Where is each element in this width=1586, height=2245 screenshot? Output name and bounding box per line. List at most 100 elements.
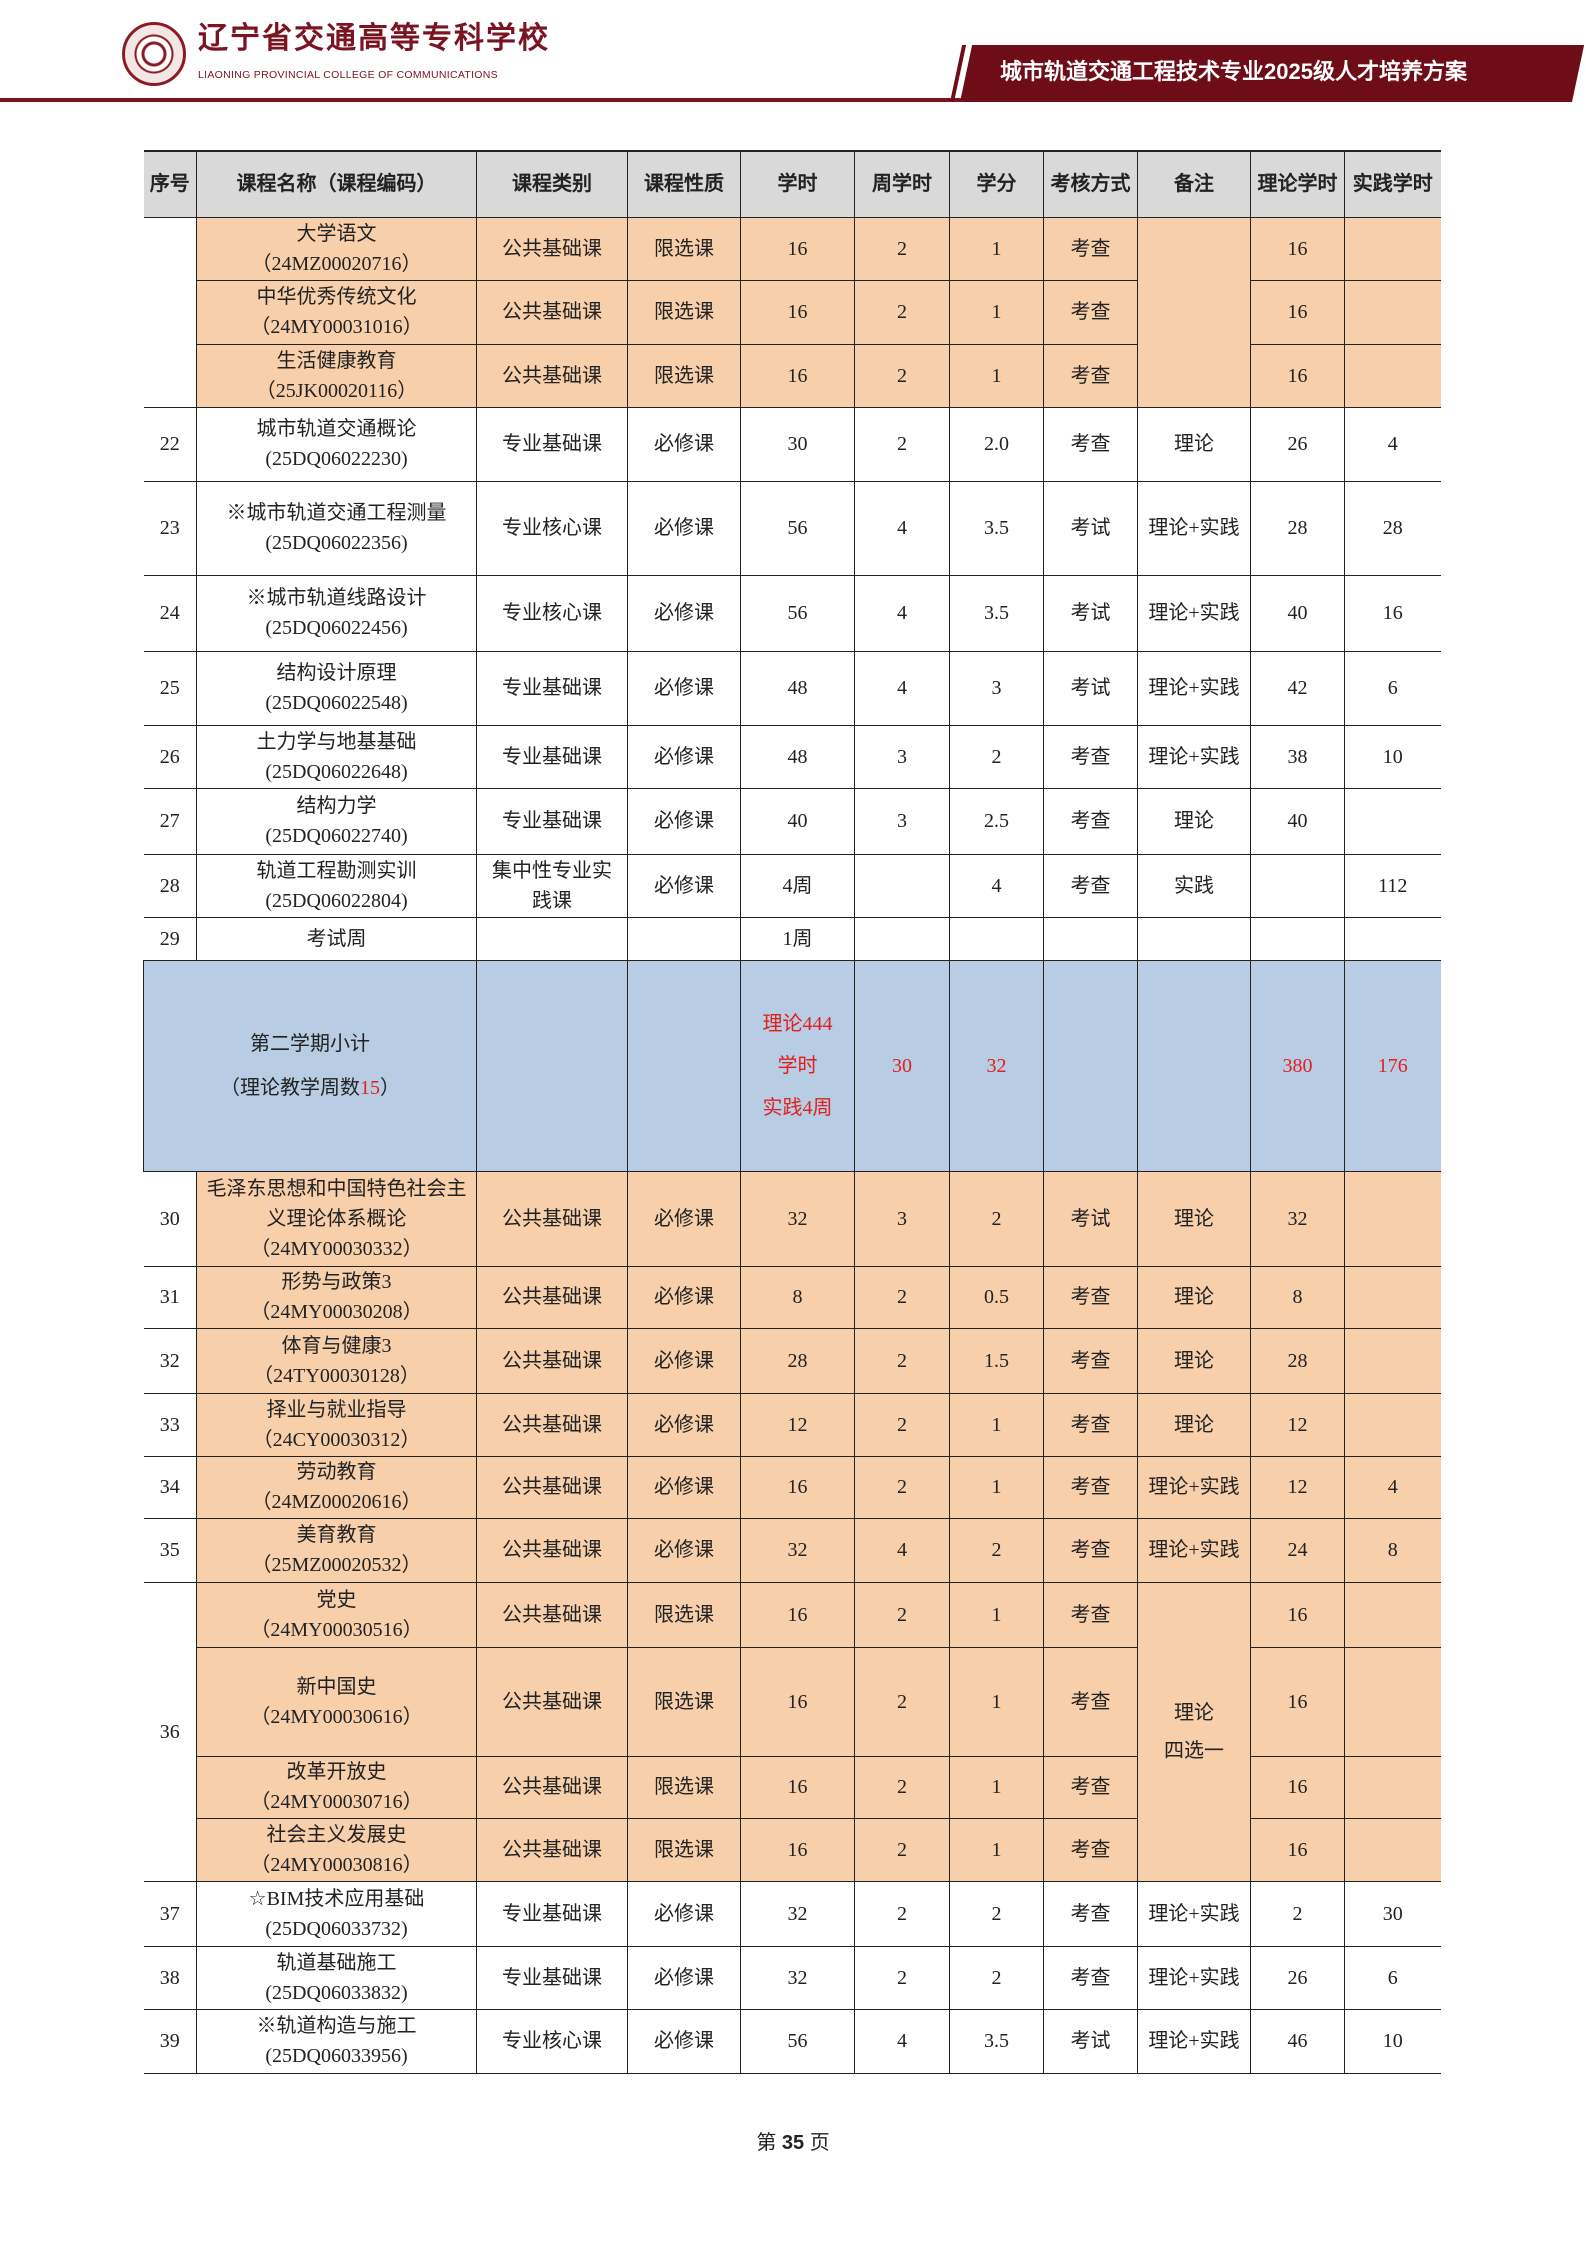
course-name-cell: ☆BIM技术应用基础 (25DQ06033732) [196, 1880, 477, 1947]
course-code: (25DQ06022804) [265, 889, 408, 912]
cell-nature: 限选课 [627, 216, 741, 281]
seq-cell: 36 [143, 1581, 197, 1882]
cell-category: 公共基础课 [476, 1517, 628, 1583]
seq-cell: 27 [143, 787, 197, 855]
cell-nature: 必修课 [627, 1517, 741, 1583]
note-cell: 理论 四选一 [1137, 1581, 1251, 1882]
cell-theory: 32 [1250, 1170, 1345, 1267]
course-name: 改革开放史 [286, 1761, 387, 1783]
note-line: 四选一 [1164, 1739, 1224, 1762]
cell-exam: 考查 [1043, 279, 1138, 345]
note-cell [1137, 216, 1251, 408]
cell-hours: 12 [740, 1392, 855, 1457]
table-row: 24 ※城市轨道线路设计 (25DQ06022456) 专业核心课 必修课 56 4 3.5 考… [143, 574, 1441, 652]
cell-credits: 1 [949, 216, 1044, 281]
course-code: (25DQ06022548) [265, 692, 408, 714]
note-cell: 理论+实践 [1137, 480, 1251, 576]
note-line: 理论 [1174, 1349, 1214, 1372]
cell-weekly: 2 [854, 406, 950, 482]
note-cell: 理论 [1137, 1392, 1251, 1457]
course-code: （24MY00030208） [250, 1301, 423, 1323]
cell-hours: 48 [740, 650, 855, 726]
cell-hours: 16 [740, 1755, 855, 1819]
table-row: 31 形势与政策3 （24MY00030208） 公共基础课 必修课 8 2 0.5 考查 理论 8 [143, 1265, 1441, 1329]
cell-weekly: 2 [854, 1755, 950, 1819]
cell-nature: 限选课 [627, 1646, 741, 1757]
cell-credits: 2 [949, 1945, 1044, 2010]
cell-weekly: 2 [854, 1455, 950, 1519]
course-code: （24MZ00020716） [251, 252, 422, 275]
cell-exam: 考查 [1043, 1327, 1138, 1394]
column-header: 考核方式 [1043, 150, 1138, 218]
cell-practice [1344, 787, 1441, 855]
course-code: (25DQ06033832) [265, 1981, 408, 2004]
cell-hours: 30 [740, 406, 855, 482]
column-header: 备注 [1137, 150, 1251, 218]
note-cell: 理论 [1137, 787, 1251, 855]
cell-theory [1250, 916, 1345, 961]
cell-nature: 必修课 [627, 650, 741, 726]
note-cell: 理论 [1137, 1327, 1251, 1394]
seq-cell: 28 [143, 853, 197, 918]
cell-practice: 4 [1344, 406, 1441, 482]
note-cell: 理论+实践 [1137, 1945, 1251, 2010]
cell-weekly: 2 [854, 216, 950, 281]
cell-theory: 40 [1250, 787, 1345, 855]
cell-credits: 2.0 [949, 406, 1044, 482]
note-line: 理论+实践 [1148, 1902, 1240, 1925]
course-code: (25DQ06022356) [265, 532, 408, 554]
cell-category: 公共基础课 [476, 1455, 628, 1519]
cell-weekly [854, 916, 950, 961]
course-name-cell: 改革开放史 （24MY00030716） [196, 1755, 477, 1819]
cell-hours: 16 [740, 1581, 855, 1648]
table-row: 32 体育与健康3 （24TY00030128） 公共基础课 必修课 28 2 1.5 考查 理论… [143, 1327, 1441, 1394]
page-value: 35 [781, 2132, 805, 2154]
course-name: 美育教育 [296, 1524, 377, 1546]
cell-weekly: 3 [854, 787, 950, 855]
cell-theory: 12 [1250, 1455, 1345, 1519]
course-code: （24MY00030332） [250, 1237, 423, 1260]
cell-exam [1043, 916, 1138, 961]
course-name: 轨道工程勘测实训 [256, 859, 417, 882]
seq-cell: 30 [143, 1170, 197, 1267]
page-suffix: 页 [809, 2132, 830, 2154]
cell-exam: 考查 [1043, 1945, 1138, 2010]
header-row: 序号 课程名称（课程编码） 课程类别 课程性质 学时 周学时 学分 考核方式 备注 理论学时 实践学… [143, 150, 1441, 218]
cell-hours: 28 [740, 1327, 855, 1394]
cell-theory [1250, 853, 1345, 918]
cell-nature: 限选课 [627, 1581, 741, 1648]
cell-hours: 48 [740, 724, 855, 789]
note-line: 理论 [1174, 1701, 1214, 1724]
cell-weekly: 2 [854, 1392, 950, 1457]
cell-nature: 必修课 [627, 1945, 741, 2010]
course-code: （25MZ00020532） [251, 1554, 422, 1576]
cell-theory: 28 [1250, 480, 1345, 576]
seq-cell: 34 [143, 1455, 197, 1519]
cell-category: 集中性专业实践课 [476, 853, 628, 918]
school-name-cn: 辽宁省交通高等专科学校 [198, 21, 550, 56]
note-cell: 理论+实践 [1137, 650, 1251, 726]
cell-theory: 16 [1250, 216, 1345, 281]
course-name: ※城市轨道线路设计 [246, 587, 427, 609]
seq-cell: 38 [143, 1945, 197, 2010]
seq-cell: 29 [143, 916, 197, 961]
cell-practice: 6 [1344, 1945, 1441, 2010]
cell-practice: 28 [1344, 480, 1441, 576]
hours-line: 理论444 [762, 1012, 833, 1035]
note-line: 理论+实践 [1148, 1966, 1240, 1989]
cell-category: 公共基础课 [476, 1581, 628, 1648]
table-row: 中华优秀传统文化 （24MY00031016） 公共基础课 限选课 16 2 1 考查 16 [144, 279, 1441, 345]
course-code: （25JK00020116） [255, 379, 418, 402]
cell-credits: 3.5 [949, 574, 1044, 652]
course-name: 轨道基础施工 [276, 1951, 397, 1974]
cell-theory: 40 [1250, 574, 1345, 652]
table-row: 生活健康教育 （25JK00020116） 公共基础课 限选课 16 2 1 考查 16 [144, 343, 1441, 408]
cell-exam: 考查 [1043, 853, 1138, 918]
cell-credits: 0.5 [949, 1265, 1044, 1329]
course-name-cell: 轨道工程勘测实训 (25DQ06022804) [196, 853, 477, 918]
cell-nature: 必修课 [627, 406, 741, 482]
cell-credits: 1.5 [949, 1327, 1044, 1394]
cell-weekly: 2 [854, 1327, 950, 1394]
cell-theory: 12 [1250, 1392, 1345, 1457]
cell-category: 专业核心课 [476, 2008, 628, 2074]
